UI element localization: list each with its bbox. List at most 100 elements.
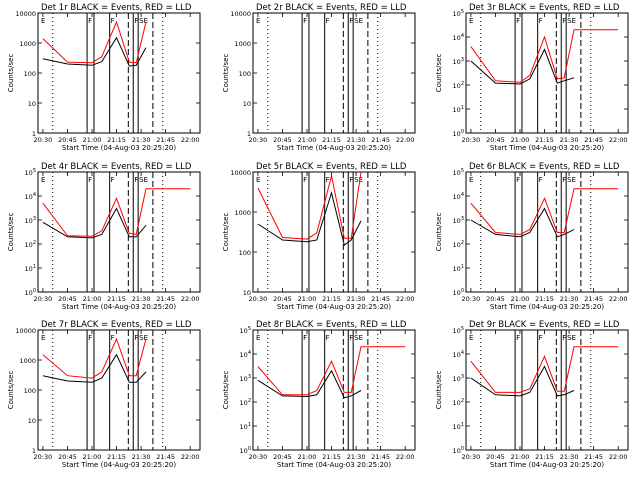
y-axis-label: Counts/sec: [7, 371, 15, 410]
x-tick-label: 22:00: [396, 295, 415, 303]
flag-label: E: [41, 17, 45, 25]
y-axis-label: Counts/sec: [435, 213, 443, 252]
x-tick-label: 21:45: [156, 453, 175, 461]
series-line-lld: [42, 188, 191, 237]
flag-label: F: [111, 334, 115, 342]
series-line-lld: [42, 20, 147, 64]
x-tick-label: 21:15: [535, 453, 554, 461]
y-tick-label: 1000: [234, 40, 251, 48]
x-axis-label: Start Time (04-Aug-03 20:25:20): [62, 461, 176, 469]
y-tick-label: 102: [25, 240, 36, 249]
panel-det-4: Det 4r BLACK = Events, RED = LLD Counts/s…: [7, 162, 201, 311]
panel-det-3: Det 3r BLACK = Events, RED = LLD Counts/s…: [435, 3, 629, 152]
x-axis-label: Start Time (04-Aug-03 20:25:20): [490, 144, 604, 152]
x-tick-label: 21:00: [83, 295, 102, 303]
y-tick-label: 103: [453, 216, 464, 225]
x-tick-label: 21:15: [322, 295, 341, 303]
flag-label: F: [539, 176, 543, 184]
flag-label: F: [88, 334, 92, 342]
y-tick-label: 100: [239, 70, 251, 78]
flag-label: SE: [354, 17, 363, 25]
flag-label: F: [134, 176, 138, 184]
flag-label: F: [303, 17, 307, 25]
y-tick-label: 102: [453, 398, 464, 407]
flag-label: F: [349, 17, 353, 25]
x-tick-label: 20:30: [249, 136, 268, 144]
flag-label: SE: [354, 334, 363, 342]
y-tick-label: 1: [32, 130, 36, 138]
x-tick-label: 21:15: [322, 453, 341, 461]
series-line-events: [470, 365, 575, 397]
y-tick-label: 1: [247, 130, 251, 138]
y-tick-label: 10000: [230, 10, 251, 18]
flag-label: F: [562, 176, 566, 184]
flag-label: F: [349, 334, 353, 342]
x-tick-label: 21:45: [584, 453, 603, 461]
panel-det-9: Det 9r BLACK = Events, RED = LLD Counts/s…: [435, 320, 629, 469]
flag-label: SE: [354, 176, 363, 184]
x-tick-label: 22:00: [609, 453, 628, 461]
y-axis-label: Counts/sec: [222, 371, 230, 410]
x-tick-label: 21:15: [535, 136, 554, 144]
flag-label: F: [516, 334, 520, 342]
flag-label: F: [326, 176, 330, 184]
flag-label: F: [134, 17, 138, 25]
x-tick-label: 20:30: [462, 453, 481, 461]
series-line-lld: [257, 346, 406, 396]
series-line-lld: [470, 188, 619, 235]
y-axis-label: Counts/sec: [7, 213, 15, 252]
x-axis-label: Start Time (04-Aug-03 20:25:20): [62, 303, 176, 311]
y-tick-label: 1000: [234, 209, 251, 217]
flag-label: E: [256, 176, 260, 184]
y-tick-label: 100: [25, 288, 36, 297]
flag-label: E: [469, 176, 473, 184]
x-tick-label: 21:00: [511, 453, 530, 461]
x-tick-label: 22:00: [181, 453, 200, 461]
y-tick-label: 103: [453, 374, 464, 383]
y-tick-label: 100: [239, 249, 251, 257]
y-tick-label: 10: [28, 417, 36, 425]
y-tick-label: 10: [243, 100, 251, 108]
x-axis-label: Start Time (04-Aug-03 20:25:20): [62, 144, 176, 152]
flag-label: F: [326, 334, 330, 342]
flag-label: F: [326, 17, 330, 25]
y-tick-label: 105: [25, 168, 36, 177]
flag-label: F: [88, 176, 92, 184]
y-tick-label: 10: [243, 289, 251, 297]
flag-label: F: [539, 17, 543, 25]
flag-label: F: [303, 176, 307, 184]
plot-frame: [37, 171, 201, 293]
y-tick-label: 102: [453, 240, 464, 249]
y-tick-label: 103: [453, 57, 464, 66]
x-axis-label: Start Time (04-Aug-03 20:25:20): [490, 303, 604, 311]
y-tick-label: 105: [453, 9, 464, 18]
x-tick-label: 20:45: [273, 453, 292, 461]
plot-title: Det 1r BLACK = Events, RED = LLD: [41, 3, 192, 13]
y-tick-label: 105: [240, 326, 251, 335]
y-tick-label: 101: [453, 422, 464, 431]
x-tick-label: 22:00: [181, 136, 200, 144]
panel-det-5: Det 5r BLACK = Events, RED = LLD Counts/s…: [222, 162, 416, 311]
plot-title: Det 9r BLACK = Events, RED = LLD: [469, 320, 620, 330]
plot-frame: [252, 12, 416, 134]
x-tick-label: 22:00: [181, 295, 200, 303]
x-tick-label: 21:45: [584, 136, 603, 144]
x-tick-label: 22:00: [396, 136, 415, 144]
y-tick-label: 101: [453, 105, 464, 114]
x-axis-label: Start Time (04-Aug-03 20:25:20): [490, 461, 604, 469]
plot-title: Det 4r BLACK = Events, RED = LLD: [41, 162, 192, 172]
x-tick-label: 21:15: [107, 295, 126, 303]
flag-label: SE: [567, 17, 576, 25]
flag-label: F: [516, 176, 520, 184]
plot-frame: [465, 171, 629, 293]
y-tick-label: 104: [453, 192, 464, 201]
series-line-events: [42, 36, 147, 67]
x-tick-label: 20:45: [486, 453, 505, 461]
x-tick-label: 20:30: [249, 453, 268, 461]
plot-title: Det 2r BLACK = Events, RED = LLD: [256, 3, 407, 13]
series-line-events: [257, 369, 362, 399]
y-axis-label: Counts/sec: [222, 54, 230, 93]
x-tick-label: 21:30: [347, 295, 366, 303]
